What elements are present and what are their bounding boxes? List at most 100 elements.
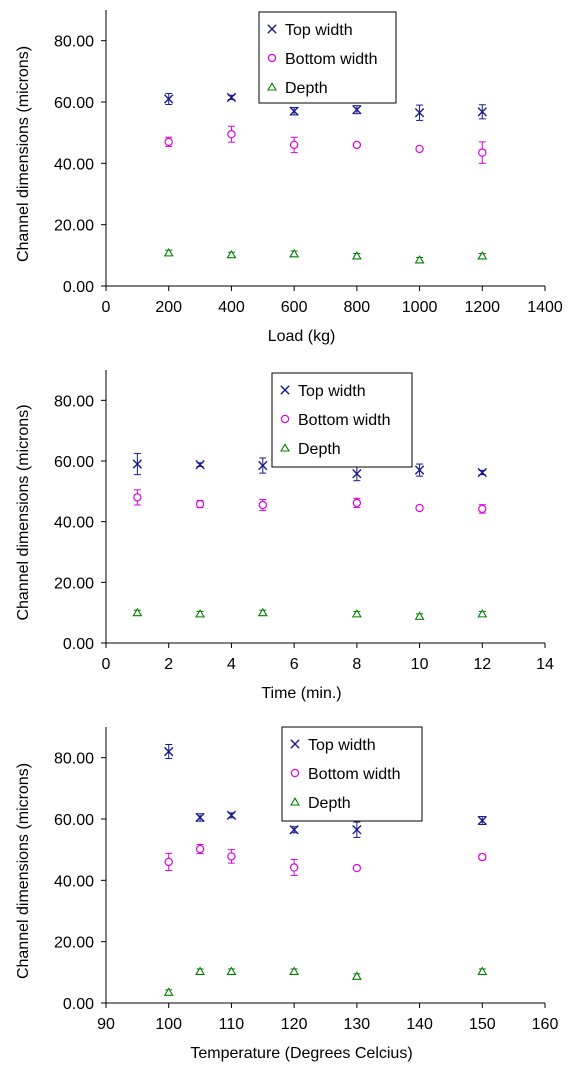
data-point (289, 863, 299, 872)
data-point (289, 140, 299, 150)
data-point (258, 460, 268, 471)
chart-3: 0.00 20.00 40.00 60.00 80.00 90 100 110 120 130 14… (15, 726, 559, 1062)
x-axis-title: Time (min.) (261, 685, 341, 702)
data-point (289, 106, 299, 116)
series-bottom-width (133, 489, 487, 514)
data-point (289, 248, 300, 258)
series-top-width (164, 743, 487, 838)
data-point (414, 611, 425, 620)
data-point (195, 499, 205, 509)
x-tick-label: 4 (227, 656, 236, 673)
data-point (477, 966, 488, 975)
data-point (478, 852, 487, 862)
data-point-stroke-b (226, 810, 237, 821)
y-tick-label: 0.00 (63, 996, 94, 1013)
data-point-stroke-b (414, 108, 425, 118)
y-tick-label: 80.00 (54, 34, 94, 51)
data-point (477, 251, 488, 260)
data-point (414, 255, 425, 264)
data-point-stroke-b (352, 469, 362, 479)
data-point (351, 971, 362, 980)
x-tick-label: 100 (155, 1016, 182, 1033)
data-point-stroke-b (477, 107, 487, 117)
data-point-stroke-b (477, 815, 487, 826)
y-tick-label: 20.00 (54, 935, 94, 952)
data-point-stroke-b (226, 92, 237, 103)
legend-label: Bottom width (285, 51, 377, 68)
data-point (226, 249, 237, 259)
legend-marker-stroke-b (280, 385, 290, 395)
legend-box (258, 11, 397, 104)
legend-label: Top width (308, 737, 376, 754)
data-point (415, 144, 424, 154)
data-point (227, 852, 236, 861)
y-tick-label: 80.00 (54, 393, 94, 410)
data-point (132, 607, 143, 617)
x-axis-title: Load (kg) (268, 328, 336, 345)
x-tick-label: 14 (536, 656, 554, 673)
legend: Top width Bottom width Depth (281, 726, 423, 822)
series-top-width (164, 92, 487, 121)
data-point (195, 459, 205, 470)
y-tick-label: 0.00 (63, 636, 94, 653)
data-point-stroke-b (352, 104, 362, 115)
data-point (164, 857, 173, 867)
chart-1: 0.00 20.00 40.00 60.00 80.00 0 200 400 600 800 100… (15, 10, 563, 345)
x-tick-label: 200 (155, 299, 182, 316)
legend-marker (280, 443, 290, 452)
data-point (258, 500, 267, 510)
data-point (195, 966, 206, 975)
legend-label: Depth (285, 80, 328, 97)
data-point (195, 844, 205, 854)
legend-label: Depth (298, 441, 341, 458)
data-point (163, 247, 174, 257)
series-bottom-width (164, 125, 487, 164)
y-tick-label: 20.00 (54, 218, 94, 235)
y-axis-title: Channel dimensions (microns) (15, 763, 32, 979)
legend: Top width Bottom width Depth (258, 11, 397, 104)
data-point (477, 467, 487, 478)
legend-label: Top width (298, 383, 366, 400)
x-tick-label: 400 (218, 299, 245, 316)
data-point (477, 107, 487, 117)
data-point (351, 608, 362, 618)
data-point (163, 987, 174, 996)
legend-label: Bottom width (308, 766, 400, 783)
x-tick-label: 800 (344, 299, 371, 316)
data-point-stroke-b (352, 825, 362, 835)
x-tick-label: 160 (532, 1016, 559, 1033)
y-tick-label: 40.00 (54, 156, 94, 173)
x-tick-label: 6 (290, 656, 299, 673)
legend-marker-stroke-b (267, 24, 277, 34)
data-point (133, 493, 142, 502)
data-point-stroke-b (195, 459, 205, 470)
x-tick-label: 1200 (464, 299, 500, 316)
data-point (164, 746, 174, 757)
data-point (227, 129, 236, 139)
x-tick-label: 120 (281, 1016, 308, 1033)
legend-marker (267, 82, 277, 91)
data-point-stroke-b (164, 746, 174, 757)
legend-marker (280, 385, 290, 395)
x-tick-label: 130 (344, 1016, 371, 1033)
x-tick-label: 0 (102, 299, 111, 316)
data-point-stroke-b (289, 106, 299, 116)
legend-marker (280, 414, 290, 424)
legend-box (271, 372, 413, 468)
data-point (195, 812, 205, 823)
data-point (226, 966, 237, 975)
y-tick-label: 80.00 (54, 751, 94, 768)
data-point (132, 459, 143, 469)
series-depth (163, 247, 488, 264)
data-point (478, 148, 487, 157)
data-point (226, 810, 237, 821)
legend-box (281, 726, 423, 822)
data-point (352, 104, 362, 115)
x-tick-label: 8 (352, 656, 361, 673)
data-point (415, 503, 424, 513)
data-point (164, 94, 174, 104)
legend-label: Bottom width (298, 412, 390, 429)
legend-marker (290, 739, 300, 749)
